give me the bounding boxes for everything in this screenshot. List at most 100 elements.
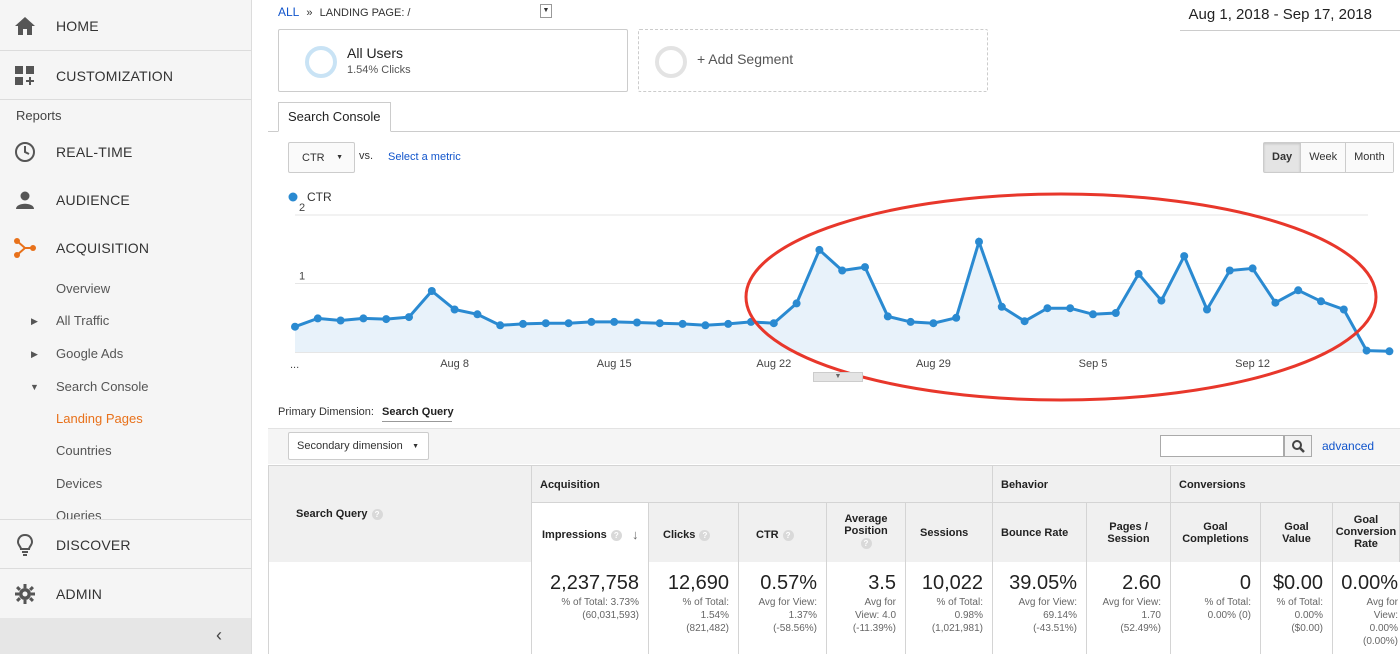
data-point[interactable] [519, 319, 527, 328]
data-point[interactable] [564, 319, 573, 328]
nav-audience[interactable]: AUDIENCE [0, 175, 251, 224]
breadcrumb-all-link[interactable]: ALL [278, 5, 300, 19]
col-goal-completions[interactable]: Goal Completions [1170, 502, 1261, 563]
row-header-label[interactable]: Search Query? [296, 508, 383, 520]
help-icon[interactable]: ? [610, 529, 622, 541]
help-icon[interactable]: ? [782, 529, 794, 541]
date-range-picker[interactable]: Aug 1, 2018 - Sep 17, 2018 [1188, 6, 1372, 23]
data-point[interactable] [1066, 304, 1075, 313]
granularity-week[interactable]: Week [1300, 143, 1346, 172]
data-point[interactable] [952, 313, 961, 322]
sidebar-item-google-ads[interactable]: Google Ads [56, 346, 124, 361]
col-pages-session[interactable]: Pages / Session [1086, 502, 1171, 563]
data-point[interactable] [769, 319, 778, 328]
expand-caret-icon[interactable]: ▶ [31, 316, 38, 326]
data-point[interactable] [1362, 346, 1371, 355]
data-point[interactable] [678, 319, 687, 328]
data-point[interactable] [587, 317, 596, 326]
data-point[interactable] [655, 319, 664, 328]
sidebar-item-all-traffic[interactable]: All Traffic [56, 313, 110, 328]
data-point[interactable] [496, 321, 505, 330]
sidebar-item-devices[interactable]: Devices [56, 476, 103, 491]
col-bounce-rate[interactable]: Bounce Rate [992, 502, 1087, 563]
data-point[interactable] [1157, 296, 1166, 305]
help-icon[interactable]: ? [860, 537, 872, 549]
breadcrumb-dropdown[interactable]: ▼ [540, 4, 552, 18]
data-point[interactable] [427, 287, 436, 295]
data-point[interactable] [450, 305, 459, 314]
granularity-day[interactable]: Day [1264, 143, 1301, 172]
nav-customization[interactable]: CUSTOMIZATION [0, 51, 251, 100]
secondary-dimension-select[interactable]: Secondary dimension ▼ [288, 432, 429, 460]
table-search-input[interactable] [1160, 435, 1284, 457]
data-point[interactable] [1248, 264, 1257, 273]
data-point[interactable] [1089, 310, 1097, 319]
tab-search-console[interactable]: Search Console [278, 102, 391, 132]
data-point[interactable] [1020, 317, 1029, 326]
data-point[interactable] [1294, 286, 1303, 295]
col-average-position[interactable]: Average Position? [826, 502, 906, 563]
data-point[interactable] [1225, 266, 1234, 275]
data-point[interactable] [906, 317, 915, 326]
col-impressions[interactable]: Impressions? ↓ [531, 502, 649, 563]
sidebar-item-countries[interactable]: Countries [56, 443, 112, 458]
col-sessions[interactable]: Sessions [905, 502, 993, 563]
col-clicks[interactable]: Clicks? [648, 502, 739, 563]
collapse-caret-icon[interactable]: ▼ [30, 382, 39, 392]
add-segment-button[interactable]: + Add Segment [638, 29, 988, 92]
data-point[interactable] [382, 315, 391, 324]
data-point[interactable] [1134, 269, 1143, 278]
sidebar-item-search-console[interactable]: Search Console [56, 379, 149, 394]
data-point[interactable] [1203, 305, 1211, 314]
data-point[interactable] [883, 312, 892, 321]
data-point[interactable] [701, 321, 710, 330]
col-ctr[interactable]: CTR? [738, 502, 827, 563]
chevron-left-icon[interactable]: ‹ [216, 625, 222, 645]
data-point[interactable] [336, 316, 345, 325]
data-point[interactable] [1111, 309, 1120, 317]
data-point[interactable] [815, 245, 824, 254]
collapse-sidebar-bar[interactable]: ‹ [0, 618, 251, 654]
sidebar-item-overview[interactable]: Overview [56, 281, 111, 296]
nav-home[interactable]: HOME [0, 1, 251, 50]
data-point[interactable] [541, 319, 550, 328]
nav-discover[interactable]: DISCOVER [0, 520, 251, 569]
help-icon[interactable]: ? [699, 529, 711, 541]
segment-all-users[interactable]: All Users 1.54% Clicks [278, 29, 628, 92]
data-point[interactable] [1180, 252, 1189, 261]
col-goal-conversion-rate[interactable]: Goal Conversion Rate [1332, 502, 1400, 563]
nav-realtime[interactable]: REAL-TIME [0, 127, 251, 176]
search-button[interactable] [1284, 435, 1312, 457]
data-point[interactable] [633, 318, 641, 327]
data-point[interactable] [1317, 297, 1325, 306]
metric-select[interactable]: CTR ▼ [288, 142, 355, 173]
granularity-month[interactable]: Month [1345, 143, 1393, 172]
data-point[interactable] [724, 319, 733, 328]
nav-acquisition[interactable]: ACQUISITION [0, 223, 251, 272]
data-point[interactable] [359, 314, 368, 323]
data-point[interactable] [1339, 305, 1348, 314]
data-point[interactable] [838, 266, 847, 275]
data-point[interactable] [291, 322, 299, 331]
sidebar-item-landing-pages[interactable]: Landing Pages [56, 411, 143, 426]
data-point[interactable] [313, 314, 322, 323]
data-point[interactable] [610, 317, 619, 326]
data-point[interactable] [861, 263, 869, 272]
data-point[interactable] [929, 319, 938, 328]
data-point[interactable] [1385, 347, 1394, 356]
data-point[interactable] [405, 313, 413, 322]
help-icon[interactable]: ? [371, 508, 383, 520]
col-goal-value[interactable]: Goal Value [1260, 502, 1333, 563]
data-point[interactable] [1043, 304, 1052, 313]
primary-dimension-value[interactable]: Search Query [382, 406, 454, 418]
data-point[interactable] [792, 299, 801, 308]
data-point[interactable] [997, 302, 1006, 311]
data-point[interactable] [975, 237, 983, 246]
sort-desc-icon[interactable]: ↓ [632, 527, 639, 542]
advanced-link[interactable]: advanced [1322, 439, 1375, 453]
data-point[interactable] [1271, 298, 1280, 307]
nav-admin[interactable]: ADMIN [0, 569, 251, 618]
data-point[interactable] [473, 310, 482, 319]
select-metric-link[interactable]: Select a metric [388, 151, 461, 163]
chart-resize-handle[interactable]: ▼ [813, 372, 863, 382]
